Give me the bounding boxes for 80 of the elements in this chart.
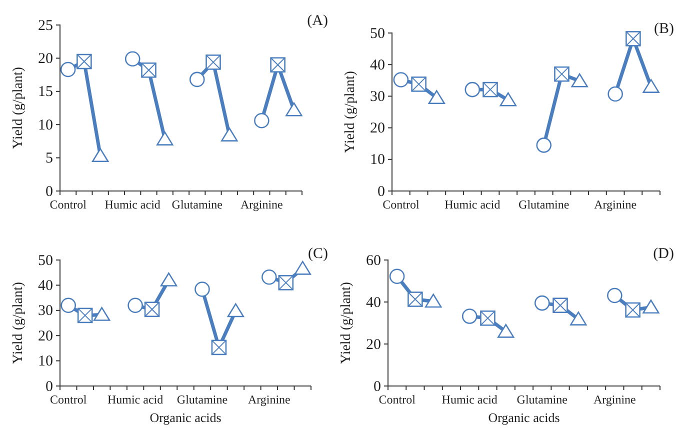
y-tick-label: 0	[46, 184, 53, 200]
point	[194, 282, 210, 297]
y-tick-label: 10	[370, 152, 385, 168]
point	[393, 72, 409, 88]
point	[607, 288, 622, 304]
x-axis-title: Organic acids	[150, 410, 222, 425]
y-tick-label: 10	[38, 117, 53, 134]
y-tick-label: 0	[378, 184, 385, 200]
y-tick-label: 50	[370, 26, 385, 42]
chart-title: (C)	[308, 246, 328, 262]
point	[389, 268, 405, 284]
point	[571, 73, 588, 88]
y-tick-label: 40	[370, 57, 385, 74]
point	[464, 82, 480, 98]
y-tick-label: 10	[38, 354, 53, 370]
point	[160, 272, 178, 286]
x-tick-label: Arginine	[248, 392, 290, 407]
x-tick-label: Humic acid	[442, 392, 498, 407]
x-tick-label: Control	[50, 198, 88, 212]
y-tick-label: 15	[38, 84, 53, 100]
x-tick-label: Humic acid	[104, 198, 160, 212]
y-tick-label: 5	[46, 150, 53, 167]
point	[608, 86, 623, 102]
y-tick-label: 20	[370, 120, 385, 137]
point	[93, 307, 110, 321]
point	[642, 79, 660, 93]
y-axis-title: Yield (g/plant)	[339, 282, 354, 364]
point	[60, 62, 76, 78]
y-tick-label: 40	[38, 278, 53, 294]
y-axis-title: Yield (g/plant)	[11, 66, 26, 150]
chart-title: (D)	[653, 246, 674, 262]
point	[500, 92, 516, 106]
x-tick-label: Glutamine	[516, 392, 568, 407]
point	[92, 148, 109, 162]
y-tick-label: 20	[38, 51, 53, 67]
point	[294, 260, 311, 275]
point	[227, 303, 244, 318]
y-tick-label: 25	[38, 18, 53, 34]
y-tick-label: 0	[374, 378, 381, 395]
y-tick-label: 40	[366, 294, 381, 311]
y-tick-label: 30	[370, 89, 385, 105]
y-tick-label: 60	[366, 252, 381, 269]
point	[128, 298, 143, 314]
x-tick-label: Glutamine	[518, 198, 570, 212]
chart-title: (A)	[307, 13, 328, 29]
x-tick-label: Control	[382, 198, 420, 212]
x-tick-label: Glutamine	[176, 392, 228, 407]
point	[156, 132, 174, 146]
point	[642, 300, 660, 314]
y-axis-title: Yield (g/plant)	[11, 282, 26, 364]
point	[262, 269, 277, 285]
point	[424, 294, 442, 308]
point	[570, 312, 587, 326]
point	[462, 308, 478, 324]
x-tick-label: Arginine	[594, 198, 637, 212]
point	[221, 128, 238, 142]
point	[534, 295, 550, 311]
x-tick-label: Arginine	[593, 392, 636, 407]
x-tick-label: Glutamine	[172, 198, 222, 212]
y-axis-title: Yield (g/plant)	[343, 70, 358, 154]
point	[254, 112, 270, 128]
y-tick-label: 50	[38, 252, 53, 269]
point	[60, 298, 76, 314]
y-tick-label: 20	[38, 328, 53, 344]
x-tick-label: Control	[50, 392, 88, 407]
y-tick-label: 20	[366, 336, 381, 353]
y-tick-label: 0	[46, 378, 53, 395]
x-tick-label: Arginine	[240, 198, 283, 212]
point	[124, 51, 140, 67]
point	[428, 90, 446, 104]
point	[536, 138, 552, 153]
point	[286, 102, 302, 116]
x-axis-title: Organic acids	[488, 410, 560, 425]
y-tick-label: 30	[38, 303, 53, 320]
point	[498, 324, 514, 338]
x-tick-label: Humic acid	[107, 392, 164, 407]
x-tick-label: Control	[378, 392, 416, 407]
x-tick-label: Humic acid	[444, 198, 500, 212]
chart-title: (B)	[654, 21, 674, 37]
point	[189, 72, 205, 88]
